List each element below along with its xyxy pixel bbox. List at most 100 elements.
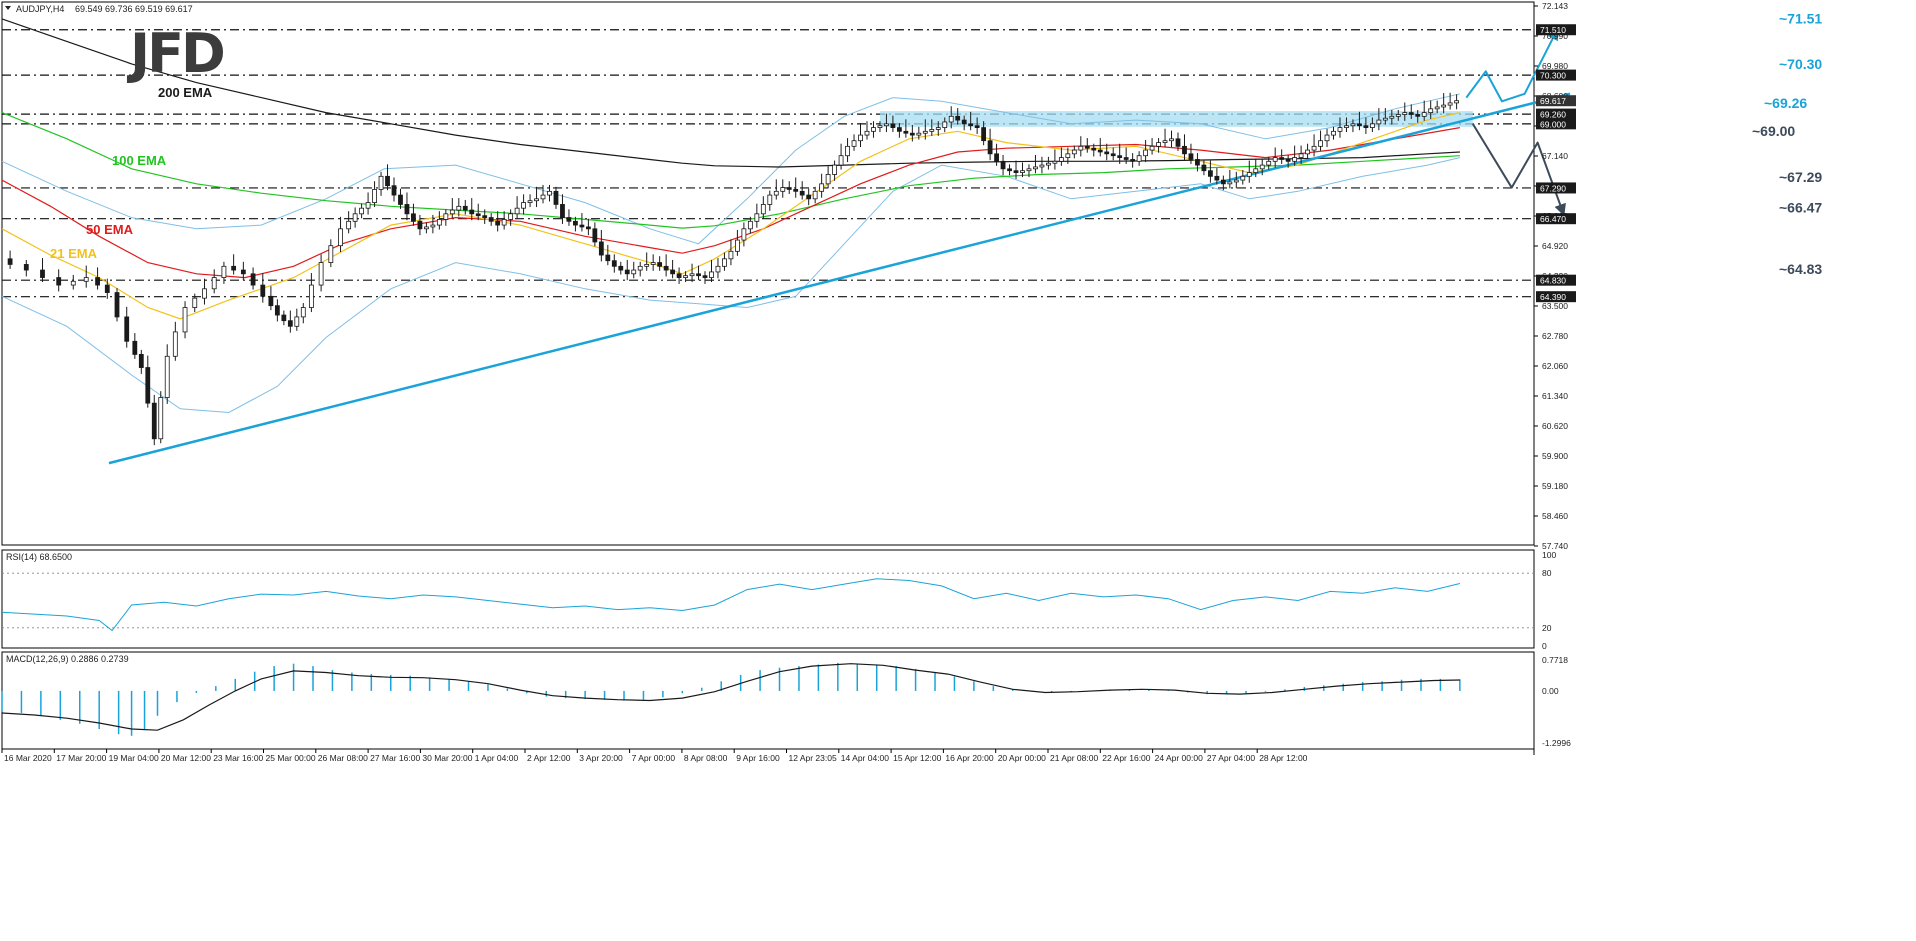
- bull-candle: [722, 258, 727, 267]
- bear-candle: [793, 189, 799, 192]
- bear-candle: [1091, 147, 1097, 151]
- ema-label: 21 EMA: [50, 246, 98, 261]
- bear-candle: [598, 241, 604, 256]
- bull-candle: [1434, 106, 1440, 110]
- bull-candle: [773, 190, 779, 196]
- bull-candle: [1402, 112, 1408, 115]
- bear-candle: [702, 275, 708, 278]
- bull-candle: [877, 125, 883, 128]
- bear-candle: [696, 273, 701, 277]
- bear-candle: [806, 194, 812, 200]
- time-axis-label: 15 Apr 12:00: [893, 753, 941, 763]
- bear-candle: [260, 284, 266, 297]
- bear-candle: [1220, 179, 1226, 185]
- bull-candle: [916, 132, 922, 136]
- bull-candle: [1052, 160, 1058, 164]
- bull-candle: [819, 183, 825, 192]
- level-label: ~70.30: [1779, 56, 1822, 72]
- bear-candle: [482, 215, 488, 218]
- bear-candle: [663, 265, 669, 271]
- bull-candle: [1331, 130, 1336, 136]
- bear-candle: [411, 213, 416, 222]
- price-axis-label: 69.980: [1542, 61, 1568, 71]
- time-axis-label: 1 Apr 04:00: [475, 753, 519, 763]
- bull-candle: [352, 213, 358, 222]
- bull-candle: [172, 331, 178, 357]
- bull-candle: [942, 121, 948, 128]
- ema-label: 200 EMA: [158, 85, 213, 100]
- bear-candle: [1279, 157, 1285, 160]
- bull-candle: [1428, 108, 1434, 113]
- time-axis-label: 20 Apr 00:00: [998, 753, 1046, 763]
- price-level-box-label: 69.000: [1540, 119, 1566, 129]
- bull-candle: [1240, 175, 1246, 181]
- bear-candle: [657, 262, 663, 267]
- bull-candle: [709, 271, 714, 278]
- ascending-trendline[interactable]: [108, 92, 1571, 465]
- price-axis-label: 62.780: [1542, 331, 1568, 341]
- bull-candle: [1395, 114, 1401, 117]
- level-label: ~69.00: [1752, 123, 1795, 139]
- bear-candle: [1123, 157, 1129, 160]
- bull-candle: [1046, 162, 1051, 166]
- bull-candle: [501, 219, 507, 226]
- bull-candle: [1065, 153, 1071, 158]
- bull-candle: [346, 220, 352, 230]
- price-axis-label: 64.920: [1542, 241, 1568, 251]
- bull-candle: [1318, 140, 1323, 147]
- price-axis-label: 62.060: [1542, 361, 1568, 371]
- bear-candle: [1175, 138, 1181, 147]
- bull-candle: [328, 245, 334, 263]
- rsi-panel-frame: [1, 549, 1535, 649]
- bear-candle: [495, 220, 501, 226]
- bull-candle: [929, 129, 935, 132]
- bull-candle: [884, 123, 889, 127]
- rsi-axis-label: 80: [1542, 568, 1552, 578]
- bull-candle: [948, 115, 954, 123]
- bear-candle: [1408, 112, 1414, 115]
- time-axis-label: 16 Mar 2020: [4, 753, 52, 763]
- support-zone[interactable]: [879, 111, 1473, 127]
- bear-candle: [1207, 170, 1213, 177]
- bull-candle: [1162, 140, 1168, 143]
- bull-candle: [182, 307, 188, 333]
- bear-candle: [553, 190, 559, 205]
- bull-candle: [1259, 164, 1265, 170]
- bull-candle: [378, 175, 384, 190]
- price-axis-label: 67.140: [1542, 151, 1568, 161]
- bearish-scenario-arrow[interactable]: [1471, 123, 1566, 217]
- bull-candle: [158, 397, 164, 440]
- bear-candle: [95, 277, 100, 286]
- bullish-scenario-arrow[interactable]: [1465, 27, 1559, 103]
- time-axis-label: 9 Apr 16:00: [736, 753, 780, 763]
- bull-candle: [70, 280, 76, 286]
- price-axis-label: 59.180: [1542, 481, 1568, 491]
- bull-candle: [760, 204, 766, 215]
- bear-candle: [287, 320, 293, 327]
- dropdown-triangle-icon[interactable]: [5, 6, 11, 10]
- bull-candle: [922, 130, 928, 134]
- ohlc-values: 69.549 69.736 69.519 69.617: [75, 4, 193, 14]
- time-axis-label: 2 Apr 12:00: [527, 753, 571, 763]
- price-level-box-label: 64.830: [1540, 276, 1566, 286]
- bull-candle: [1071, 149, 1077, 155]
- bull-candle: [683, 275, 688, 278]
- price-level-box: [1536, 118, 1576, 130]
- ema-200-line: [1, 18, 1460, 168]
- bull-candle: [767, 194, 773, 205]
- time-axis-label: 7 Apr 00:00: [632, 753, 676, 763]
- bull-candle: [202, 288, 207, 299]
- bear-candle: [676, 273, 682, 278]
- price-axis-label: 59.900: [1542, 451, 1568, 461]
- bear-candle: [968, 123, 974, 127]
- price-level-box: [1536, 108, 1576, 120]
- ema-label: 50 EMA: [86, 222, 134, 237]
- bear-candle: [151, 402, 157, 440]
- bull-candle: [1421, 112, 1427, 117]
- price-level-box-label: 64.390: [1540, 292, 1566, 302]
- bull-candle: [728, 250, 734, 260]
- bear-candle: [1214, 175, 1220, 181]
- bull-candle: [221, 265, 227, 278]
